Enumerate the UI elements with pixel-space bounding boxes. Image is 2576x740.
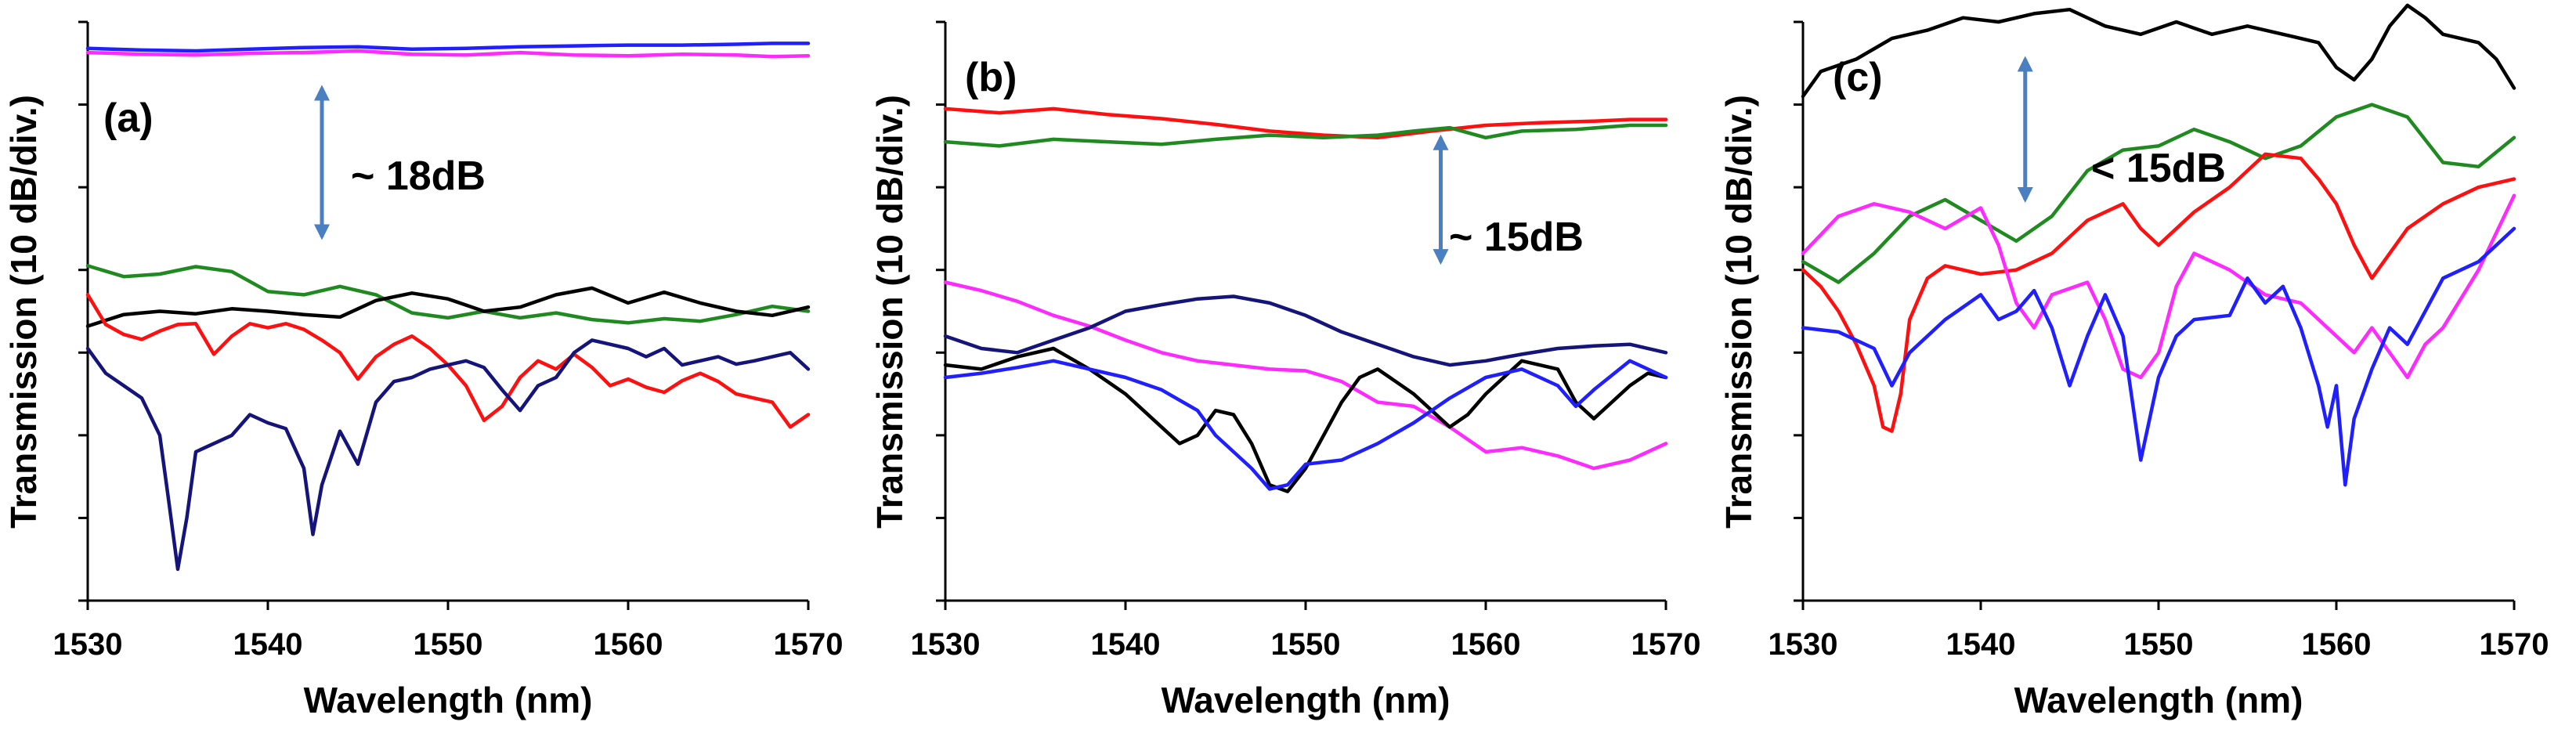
series-line-magenta	[1801, 193, 2516, 380]
y-axis-title: Transmission (10 dB/div.)	[869, 95, 910, 529]
series-line-green	[1801, 103, 2516, 284]
series-line-red	[943, 106, 1668, 140]
series-line-black	[85, 286, 811, 328]
y-axis-title: Transmission (10 dB/div.)	[1718, 95, 1759, 529]
x-tick-label: 1570	[774, 627, 844, 662]
panel-a: (a) Transmission (10 dB/div.) Wavelength…	[3, 20, 844, 720]
series-line-green	[85, 264, 811, 325]
axes-frame	[1801, 22, 2514, 602]
series-line-magenta	[85, 49, 811, 59]
series-line-black	[1801, 3, 2516, 99]
x-tick-label: 1570	[1631, 627, 1701, 662]
x-tick-label: 1540	[1946, 627, 2016, 662]
x-axis-title: Wavelength (nm)	[2014, 680, 2303, 720]
panel-b: (b) Transmission (10 dB/div.) Wavelength…	[869, 20, 1701, 720]
series-line-black	[943, 346, 1668, 493]
x-tick-label: 1550	[2124, 627, 2194, 662]
x-tick-label: 1560	[1451, 627, 1521, 662]
series-line-red	[1801, 152, 2516, 433]
panel-label: (a)	[103, 96, 154, 141]
x-tick-label: 1530	[911, 627, 981, 662]
x-axis-title: Wavelength (nm)	[1162, 680, 1451, 720]
annotation-text: ~ 18dB	[351, 153, 486, 199]
x-tick-label: 1540	[233, 627, 303, 662]
x-tick-label: 1560	[2302, 627, 2372, 662]
series-line-magenta	[943, 280, 1668, 471]
annotation-text: < 15dB	[2091, 146, 2226, 191]
panel-label: (b)	[965, 55, 1017, 100]
series-line-blue	[85, 42, 811, 53]
x-tick-label: 1550	[1271, 627, 1341, 662]
panel-label: (c)	[1833, 55, 1883, 100]
x-axis-title: Wavelength (nm)	[304, 680, 593, 720]
x-tick-label: 1530	[1769, 627, 1838, 662]
series-line-blue	[1801, 226, 2516, 487]
x-tick-label: 1560	[594, 627, 663, 662]
x-tick-label: 1540	[1091, 627, 1161, 662]
annotation-text: ~ 15dB	[1449, 215, 1584, 260]
y-axis-title: Transmission (10 dB/div.)	[3, 95, 44, 529]
series-line-navy	[85, 338, 811, 572]
x-tick-label: 1530	[53, 627, 123, 662]
series-line-navy	[943, 294, 1668, 367]
x-tick-label: 1550	[414, 627, 483, 662]
series-line-blue	[943, 359, 1668, 491]
series-line-green	[943, 123, 1668, 148]
axes-frame	[86, 22, 808, 602]
x-tick-label: 1570	[2480, 627, 2549, 662]
panel-c: (c) Transmission (10 dB/div.) Wavelength…	[1718, 3, 2549, 720]
